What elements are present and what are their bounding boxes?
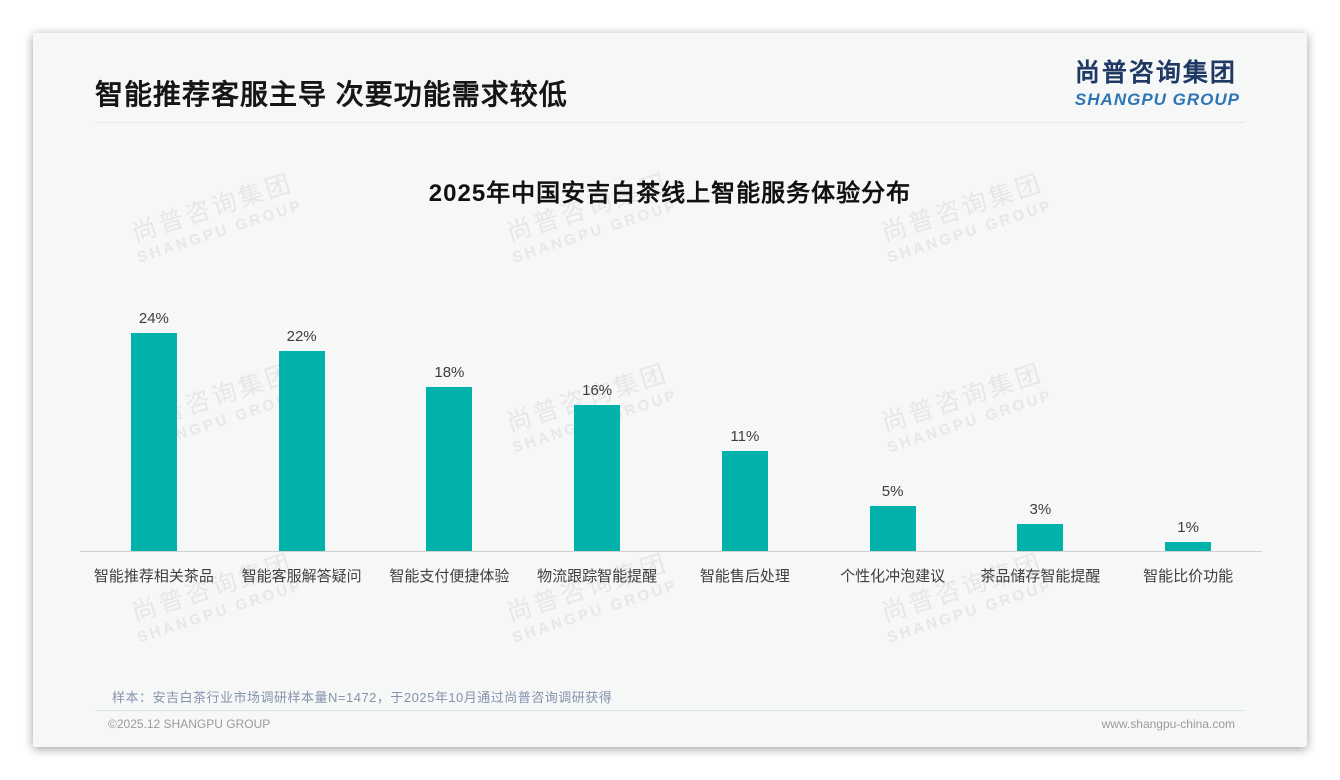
website-text: www.shangpu-china.com xyxy=(1101,717,1235,731)
bar-value-label: 5% xyxy=(881,482,904,500)
title-divider xyxy=(95,122,1245,123)
bar xyxy=(574,405,621,551)
bar-column: 3% xyxy=(967,501,1115,551)
category-label: 智能售后处理 xyxy=(699,568,790,585)
bar xyxy=(721,450,768,551)
logo-english-text: SHANGPU GROUP xyxy=(1074,90,1240,109)
bar-column: 1% xyxy=(1114,519,1262,551)
sample-footnote: 样本：安吉白茶行业市场调研样本量N=1472，于2025年10月通过尚普咨询调研… xyxy=(112,690,613,705)
bar xyxy=(278,350,325,551)
bar-chart-plot: 24% 22% 18% 16% 11% 5% 3% 1% xyxy=(80,213,1262,551)
category-label: 茶品储存智能提醒 xyxy=(980,568,1101,585)
bar-value-label: 1% xyxy=(1177,518,1199,536)
bar-column: 22% xyxy=(228,328,376,551)
category-label: 个性化冲泡建议 xyxy=(840,568,946,585)
category-label: 智能推荐相关茶品 xyxy=(93,568,214,585)
bar-column: 24% xyxy=(80,310,228,551)
bar-column: 11% xyxy=(671,428,819,551)
bar-value-label: 3% xyxy=(1029,500,1052,518)
bar xyxy=(1017,523,1064,551)
x-axis-line xyxy=(80,551,1262,552)
x-axis-labels: 智能推荐相关茶品 智能客服解答疑问 智能支付便捷体验 物流跟踪智能提醒 智能售后处理 个性… xyxy=(80,565,1262,586)
bar-value-label: 24% xyxy=(138,309,169,327)
bar-value-label: 18% xyxy=(434,364,465,382)
logo-chinese-text: 尚普咨询集团 xyxy=(1074,59,1237,87)
bar xyxy=(1165,541,1212,551)
shangpu-logo: 尚普咨询集团 SHANGPU GROUP xyxy=(1075,53,1240,110)
bar xyxy=(130,332,177,551)
category-label: 智能比价功能 xyxy=(1143,568,1234,585)
slide-card: 尚普咨询集团 SHANGPU GROUP 尚普咨询集团 SHANGPU GROUP 尚普… xyxy=(33,33,1307,747)
bar-value-label: 11% xyxy=(730,427,760,445)
footer-bar: ©2025.12 SHANGPU GROUP www.shangpu-china… xyxy=(108,717,1235,731)
footer-divider xyxy=(95,710,1245,711)
bar-column: 5% xyxy=(819,482,967,551)
category-label: 智能支付便捷体验 xyxy=(389,568,510,585)
bar-value-label: 22% xyxy=(286,327,317,345)
copyright-text: ©2025.12 SHANGPU GROUP xyxy=(108,717,271,731)
bar-column: 16% xyxy=(523,382,671,551)
category-label: 物流跟踪智能提醒 xyxy=(537,568,658,585)
bar xyxy=(869,505,916,551)
page-title: 智能推荐客服主导 次要功能需求较低 xyxy=(95,79,568,110)
category-label: 智能客服解答疑问 xyxy=(241,568,362,585)
chart-title: 2025年中国安吉白茶线上智能服务体验分布 xyxy=(428,180,912,207)
bar-value-label: 16% xyxy=(582,382,613,400)
bar-column: 18% xyxy=(376,364,524,551)
bar xyxy=(426,387,473,551)
